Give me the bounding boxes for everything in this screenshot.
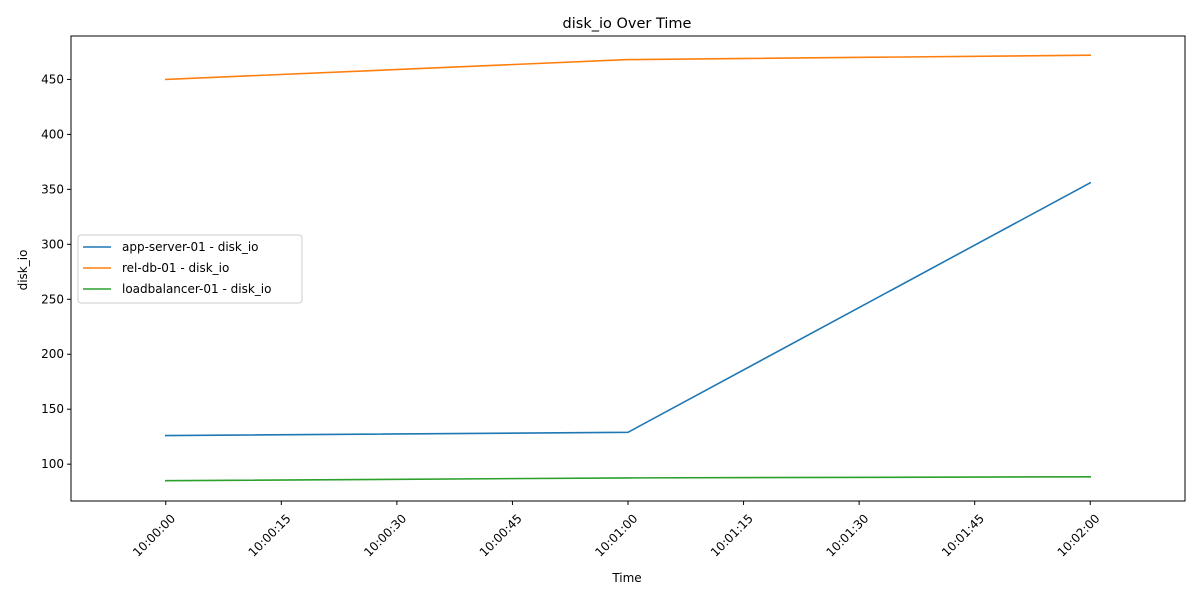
legend-frame bbox=[77, 234, 303, 304]
x-tick-label: 10:01:45 bbox=[939, 511, 987, 559]
y-tick-label: 100 bbox=[41, 457, 64, 471]
y-tick-label: 150 bbox=[41, 402, 64, 416]
x-tick-label: 10:01:15 bbox=[708, 511, 756, 559]
y-tick-label: 450 bbox=[41, 72, 64, 86]
series-line-1 bbox=[164, 181, 1092, 437]
series-lines bbox=[164, 54, 1092, 482]
legend-label: loadbalancer-01 - disk_io bbox=[122, 282, 271, 296]
x-tick-label: 10:00:45 bbox=[477, 511, 525, 559]
x-tick-label: 10:02:00 bbox=[1055, 511, 1103, 559]
legend-label: rel-db-01 - disk_io bbox=[122, 261, 229, 275]
x-tick-label: 10:01:00 bbox=[592, 511, 640, 559]
series-line-2 bbox=[164, 54, 1092, 81]
legend: app-server-01 - disk_io rel-db-01 - disk_… bbox=[77, 234, 303, 304]
x-axis: 10:00:00 10:00:15 10:00:30 10:00:45 10:01:00… bbox=[130, 501, 1103, 559]
y-tick-label: 350 bbox=[41, 182, 64, 196]
chart-title: disk_io Over Time bbox=[563, 16, 692, 32]
y-tick-label: 200 bbox=[41, 347, 64, 361]
y-tick-label: 300 bbox=[41, 237, 64, 251]
y-tick-label: 250 bbox=[41, 292, 64, 306]
y-axis-title: disk_io bbox=[16, 250, 30, 291]
series-line-3 bbox=[164, 475, 1092, 482]
x-tick-label: 10:00:15 bbox=[246, 511, 294, 559]
x-tick-label: 10:00:00 bbox=[130, 511, 178, 559]
x-tick-label: 10:01:30 bbox=[823, 511, 871, 559]
x-tick-label: 10:00:30 bbox=[361, 511, 409, 559]
legend-label: app-server-01 - disk_io bbox=[122, 240, 259, 254]
y-axis: 100 150 200 250 300 350 400 450 bbox=[41, 72, 71, 471]
x-axis-title: Time bbox=[611, 571, 641, 585]
y-tick-label: 400 bbox=[41, 127, 64, 141]
